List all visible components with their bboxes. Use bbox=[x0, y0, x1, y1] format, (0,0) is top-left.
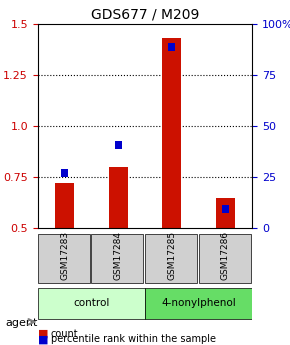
Text: count: count bbox=[51, 329, 78, 338]
Bar bbox=[109, 167, 128, 228]
Text: GSM17286: GSM17286 bbox=[221, 231, 230, 280]
FancyBboxPatch shape bbox=[145, 234, 197, 283]
Bar bbox=[168, 42, 175, 51]
Text: control: control bbox=[73, 298, 110, 308]
Bar bbox=[55, 184, 74, 228]
Text: percentile rank within the sample: percentile rank within the sample bbox=[51, 335, 216, 344]
FancyBboxPatch shape bbox=[38, 288, 145, 319]
Text: ■: ■ bbox=[38, 335, 48, 344]
Text: GSM17283: GSM17283 bbox=[60, 231, 69, 280]
FancyBboxPatch shape bbox=[145, 288, 252, 319]
Bar bbox=[216, 198, 235, 228]
Text: 4-nonylphenol: 4-nonylphenol bbox=[161, 298, 236, 308]
FancyBboxPatch shape bbox=[38, 234, 90, 283]
Bar bbox=[115, 140, 122, 149]
Text: ■: ■ bbox=[38, 329, 48, 338]
Text: GSM17285: GSM17285 bbox=[167, 231, 176, 280]
Title: GDS677 / M209: GDS677 / M209 bbox=[91, 8, 199, 22]
Text: agent: agent bbox=[6, 318, 38, 327]
Bar bbox=[61, 169, 68, 177]
FancyBboxPatch shape bbox=[199, 234, 251, 283]
Bar bbox=[222, 205, 229, 213]
Text: GSM17284: GSM17284 bbox=[114, 231, 123, 280]
Bar bbox=[162, 38, 181, 228]
FancyBboxPatch shape bbox=[91, 234, 143, 283]
